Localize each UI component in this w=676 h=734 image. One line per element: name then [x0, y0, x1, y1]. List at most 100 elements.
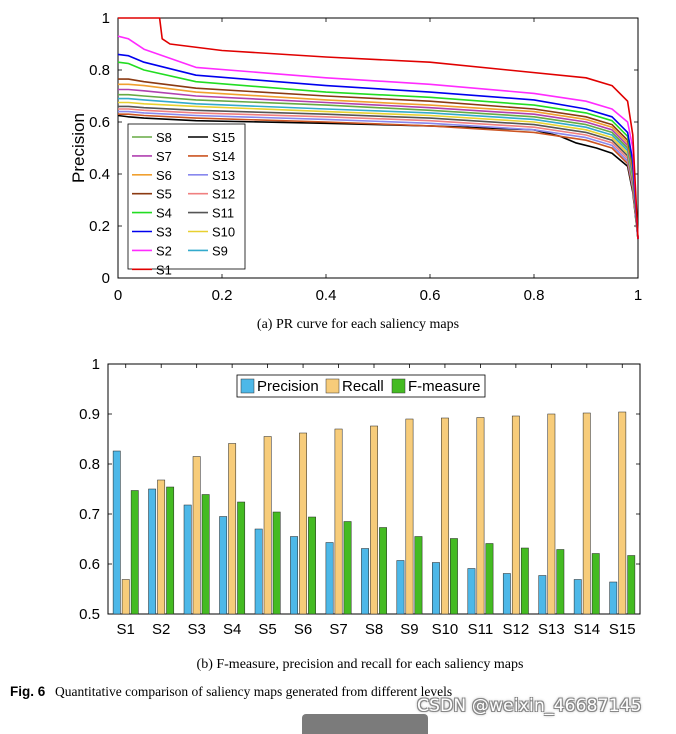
bar-y-tick-label: 0.7: [79, 506, 100, 523]
bar-f-measure-s8: [379, 527, 387, 615]
bar-x-tick-label: S7: [329, 621, 347, 638]
pr-legend-label-s3: S3: [156, 225, 172, 240]
pr-y-tick-label: 0.6: [89, 114, 110, 131]
pr-x-tick-label: 0.8: [524, 287, 545, 304]
pr-curve-s2: [117, 35, 639, 240]
pr-curve-chart: 0 0.2 0.4 0.6 0.8 1 0 0.2 0.4 0.6 0.8 1 Precision S…: [69, 10, 642, 332]
bar-f-measure-s15: [627, 555, 636, 615]
bar-y-tick-label: 0.8: [79, 456, 100, 473]
pr-legend-label-s8: S8: [156, 130, 172, 145]
bar-legend-swatch-precision: [240, 378, 255, 394]
bar-recall-s9: [405, 418, 414, 615]
figure-caption-text: Quantitative comparison of saliency maps…: [55, 684, 452, 699]
bar-f-measure-s9: [414, 536, 423, 615]
pr-legend-label-s12: S12: [212, 187, 235, 202]
bar-caption: (b) F-measure, precision and recall for …: [197, 657, 524, 672]
bar-x-tick-label: S11: [468, 621, 494, 638]
bar-x-tick-label: S6: [294, 621, 312, 638]
bar-x-tick-label: S5: [258, 621, 276, 638]
pr-legend-label-s7: S7: [156, 149, 172, 164]
pr-y-tick-label: 0.8: [89, 62, 110, 79]
bar-precision-s12: [502, 573, 511, 615]
bar-x-tick-label: S4: [223, 621, 241, 638]
bar-precision-s7: [325, 542, 334, 615]
pr-x-tick-label: 1: [634, 287, 642, 304]
pr-x-tick-label: 0.2: [212, 287, 233, 304]
bar-x-tick-label: S8: [365, 621, 383, 638]
bar-y-tick-label: 0.5: [79, 606, 100, 623]
bar-recall-s11: [476, 417, 485, 615]
bar-f-measure-s12: [520, 547, 529, 615]
bar-recall-s8: [370, 425, 378, 615]
bar-recall-s6: [299, 432, 307, 615]
bar-legend-swatch-recall: [325, 378, 340, 394]
bar-x-tick-label: S14: [573, 621, 600, 638]
bar-precision-s6: [290, 536, 298, 615]
bar-precision-s14: [573, 579, 582, 615]
bar-f-measure-s7: [343, 521, 352, 615]
csdn-watermark: CSDN @weixin_46687145: [417, 696, 642, 716]
bar-recall-s7: [334, 428, 343, 615]
pr-legend-label-s11: S11: [212, 206, 234, 221]
bar-y-tick-label: 0.9: [79, 406, 100, 423]
bar-recall-s5: [263, 436, 272, 615]
bar-legend-box: [236, 374, 486, 398]
pr-curve-s15: [117, 114, 639, 240]
bar-precision-s15: [609, 581, 618, 615]
pr-y-axis-label: Precision: [69, 113, 88, 183]
bar-legend-label-recall: Recall: [342, 378, 384, 395]
bar-precision-s8: [361, 548, 369, 615]
bar-recall-s2: [157, 479, 166, 615]
bar-f-measure-s10: [450, 538, 458, 615]
pr-legend-label-s1: S1: [156, 262, 172, 277]
bar-precision-s11: [467, 568, 476, 615]
bar-recall-s13: [547, 413, 556, 615]
bar-recall-s12: [511, 415, 520, 615]
pr-legend-label-s10: S10: [212, 225, 235, 240]
bar-recall-s14: [582, 412, 591, 615]
pr-legend-box: [127, 123, 246, 270]
bar-x-tick-label: S12: [503, 621, 530, 638]
bottom-toolbar-tab[interactable]: [302, 714, 428, 734]
bar-legend-swatch-f-measure: [391, 378, 406, 394]
bar-x-tick-label: S10: [432, 621, 459, 638]
pr-legend-label-s15: S15: [212, 130, 235, 145]
pr-y-tick-label: 0: [102, 270, 110, 287]
bar-recall-s4: [228, 443, 237, 615]
bar-precision-s2: [148, 488, 157, 615]
bar-y-tick-label: 0.6: [79, 556, 100, 573]
pr-y-tick-label: 0.2: [89, 218, 110, 235]
bar-recall-s15: [618, 411, 627, 615]
pr-legend-label-s9: S9: [212, 243, 228, 258]
bar-f-measure-s4: [237, 501, 246, 615]
bar-f-measure-s14: [591, 553, 600, 615]
bar-x-tick-label: S1: [117, 621, 135, 638]
pr-x-tick-label: 0.4: [316, 287, 337, 304]
bar-precision-s5: [254, 528, 263, 615]
bar-legend-label-f-measure: F-measure: [408, 378, 481, 395]
pr-legend: S8 S15 S7 S14 S6 S13 S5 S12 S4 S11 S3 S10 S2 S9 S1: [127, 123, 246, 277]
pr-legend-label-s2: S2: [156, 243, 172, 258]
pr-curve-s1: [118, 17, 639, 240]
bar-f-measure-s6: [308, 516, 316, 615]
pr-y-tick-label: 1: [102, 10, 110, 27]
bar-recall-s3: [192, 456, 201, 615]
bar-chart: 0.5 0.6 0.7 0.8 0.9 1 S1 S2 S3 S4 S5 S6 S7 S8 S9 S10 S11…: [79, 356, 641, 672]
bar-legend: Precision Recall F-measure: [236, 374, 486, 398]
bar-f-measure-s2: [166, 486, 175, 615]
bar-recall-s10: [441, 417, 449, 615]
pr-x-tick-label: 0.6: [420, 287, 441, 304]
pr-legend-label-s6: S6: [156, 168, 172, 183]
bar-precision-s4: [219, 516, 228, 615]
pr-legend-label-s14: S14: [212, 149, 235, 164]
pr-legend-label-s5: S5: [156, 187, 172, 202]
pr-y-tick-label: 0.4: [89, 166, 110, 183]
pr-x-tick-label: 0: [114, 287, 122, 304]
bar-precision-s9: [396, 560, 405, 615]
bar-precision-s3: [183, 504, 192, 615]
bar-precision-s1: [112, 450, 121, 615]
pr-caption: (a) PR curve for each saliency maps: [257, 317, 459, 332]
bar-x-tick-label: S3: [187, 621, 205, 638]
bar-x-tick-label: S13: [538, 621, 565, 638]
